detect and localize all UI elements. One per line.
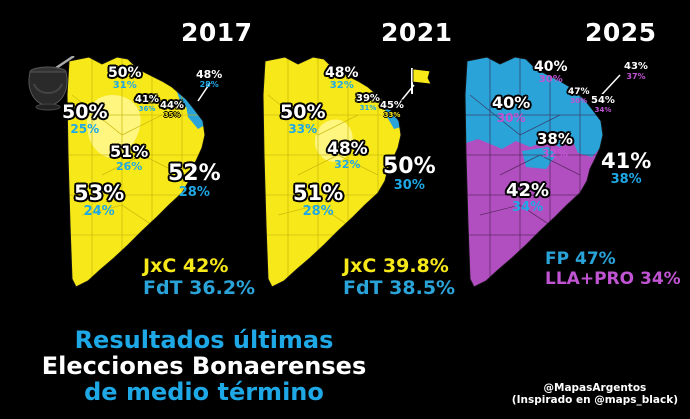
map-2017 [66,56,211,288]
label-2021-east: 50% 30% [383,154,436,193]
year-2025: 2025 [585,18,657,47]
label-2021-center-north: 39% 31% [356,93,380,112]
summary-2017-line2: FdT 36.2% [143,277,256,299]
label-2025-capital: 43% 37% [624,61,648,81]
label-2017-center: 51% 26% [110,142,149,173]
summary-2017: JxC 42% FdT 36.2% [143,255,255,299]
credit-line2: (Inspirado en @maps_black) [511,394,678,406]
label-2021-conurbano: 45% 33% [380,100,404,119]
label-2017-north: 50% 31% [108,65,142,91]
label-2025-south-west: 42% 34% [506,180,550,215]
label-2021-south-west: 51% 28% [293,181,344,219]
label-2021-north: 48% 32% [325,65,359,91]
title-line3: de medio término [84,378,324,406]
label-2017-south-west: 53% 24% [74,181,125,219]
label-2025-center: 38% 32% [537,130,573,160]
summary-2025-line1: FP 47% [545,249,616,269]
flag-icon [411,68,432,94]
label-2017-capital: 48% 28% [196,68,223,89]
summary-2025: FP 47% LLA+PRO 34% [545,249,681,289]
year-2021: 2021 [381,18,453,47]
summary-2021-line1: JxC 39.8% [343,255,449,277]
label-2021-center: 48% 32% [327,139,368,171]
summary-2017-line1: JxC 42% [143,255,229,277]
label-2017-west-north: 50% 25% [62,101,108,136]
label-2025-west-north: 40% 30% [492,93,531,125]
credit: @MapasArgentos (Inspirado en @maps_black… [512,382,678,406]
main-title: Resultados últimas Elecciones Bonaerense… [28,327,380,405]
label-2025-north: 40% 30% [534,59,568,85]
label-2025-center-north: 47% 30% [568,87,590,105]
summary-2025-line2: LLA+PRO 34% [545,269,681,289]
label-2017-east: 52% 28% [168,161,221,200]
credit-line1: @MapasArgentos [543,382,647,394]
label-2025-conurbano: 54% 34% [591,95,615,114]
label-2017-conurbano: 44% 35% [160,100,184,119]
label-2025-east: 41% 38% [601,149,652,187]
summary-2021: JxC 39.8% FdT 38.5% [343,255,455,299]
label-2017-center-north: 41% 36% [135,94,159,113]
title-line2: Elecciones Bonaerenses [41,352,367,380]
year-2017: 2017 [181,18,253,47]
title-line1: Resultados últimas [74,326,334,354]
summary-2021-line2: FdT 38.5% [343,277,456,299]
mate-icon [28,56,75,111]
label-2021-west-north: 50% 33% [280,101,326,136]
